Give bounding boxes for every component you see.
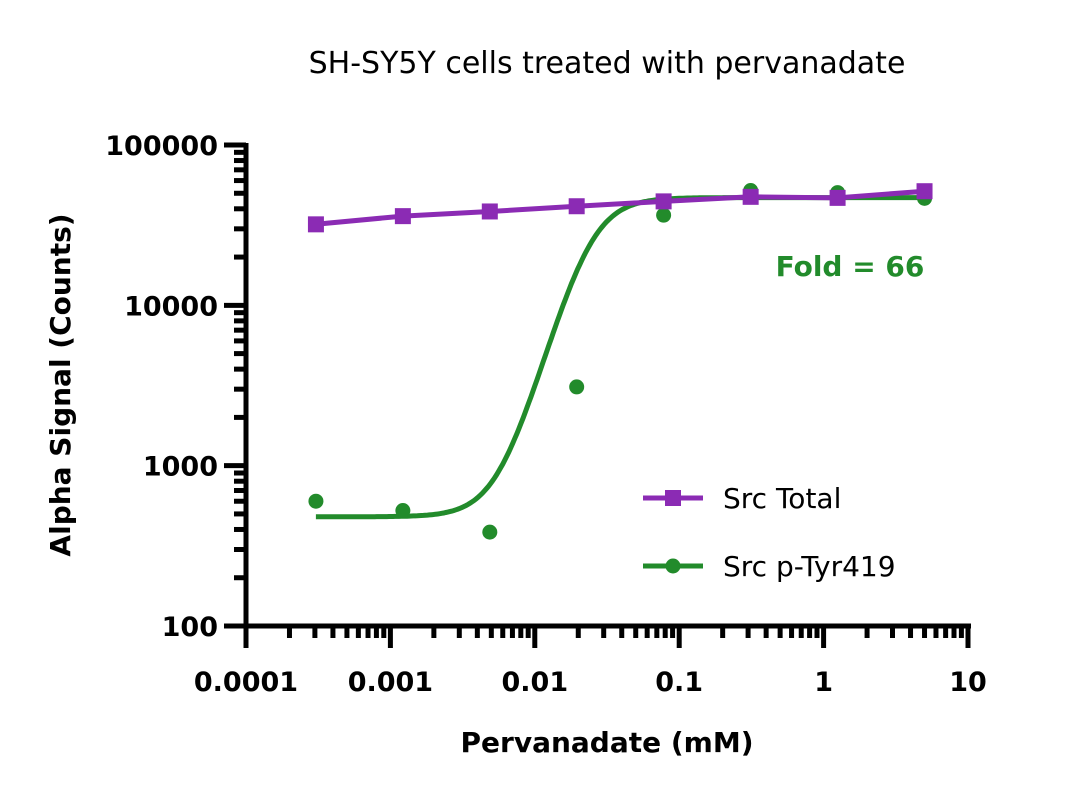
- data-point-src-total: [394, 208, 411, 225]
- y-tick-label: 1000: [143, 452, 218, 483]
- data-point-src-p-tyr419: [482, 524, 498, 540]
- data-point-src-total: [655, 193, 672, 210]
- series-line-src-p-tyr419: [315, 195, 925, 520]
- data-point-src-total: [568, 198, 585, 215]
- data-point-src-total: [742, 188, 759, 205]
- data-point-src-p-tyr419: [569, 379, 585, 395]
- data-point-src-total: [829, 189, 846, 206]
- x-tick-label: 0.1: [655, 667, 703, 698]
- data-point-src-total: [916, 183, 933, 200]
- legend-marker-square: [665, 490, 681, 506]
- series-lines: [315, 188, 925, 520]
- x-tick-label: 0.01: [501, 667, 568, 698]
- legend-label: Src Total: [723, 482, 841, 515]
- legend: Src Total Src p-Tyr419: [643, 482, 896, 583]
- data-point-src-total: [307, 216, 324, 233]
- data-point-src-p-tyr419: [395, 503, 411, 519]
- data-point-src-total: [481, 203, 498, 220]
- chart-title: SH-SY5Y cells treated with pervanadate: [309, 46, 906, 81]
- y-axis-label: Alpha Signal (Counts): [44, 213, 77, 556]
- x-tick-label: 10: [949, 667, 987, 698]
- x-axis-label: Pervanadate (mM): [461, 726, 754, 759]
- legend-marker-circle: [665, 558, 681, 574]
- data-points: [307, 183, 933, 540]
- y-tick-label: 100: [162, 612, 218, 643]
- axes: 0.0001 0.001 0.01 0.1 1 10 100 1000 10000 100000: [105, 131, 987, 698]
- x-tick-label: 1: [814, 667, 833, 698]
- data-point-src-p-tyr419: [656, 207, 672, 223]
- x-tick-label: 0.001: [348, 667, 433, 698]
- y-tick-label: 100000: [105, 131, 218, 162]
- legend-label: Src p-Tyr419: [723, 550, 896, 583]
- x-tick-label: 0.0001: [194, 667, 298, 698]
- series-line-src-total: [315, 188, 925, 227]
- data-point-src-p-tyr419: [308, 493, 324, 509]
- y-tick-label: 10000: [124, 291, 218, 322]
- fold-annotation: Fold = 66: [776, 250, 925, 283]
